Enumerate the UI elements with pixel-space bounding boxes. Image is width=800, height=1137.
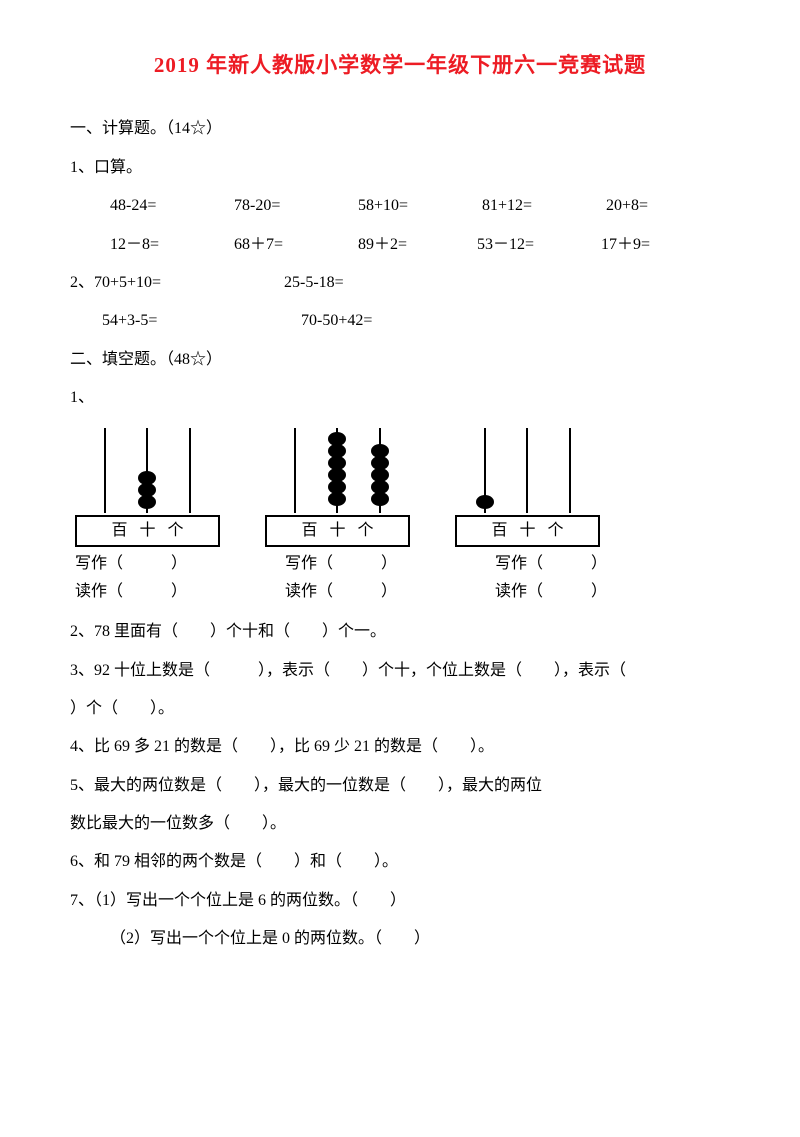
write-read-row: 写作（ ） 读作（ ） 写作（ ） 读作（ ） 写作（ ） 读作（ ）	[70, 550, 730, 608]
q6: 6、和 79 相邻的两个数是（ ）和（ ）。	[70, 843, 730, 881]
abacus-3: 百十个	[455, 423, 600, 547]
calc-item: 2、70+5+10=	[70, 264, 280, 302]
calc-row-2: 12－8= 68＋7= 89＋2= 53－12= 17＋9=	[70, 226, 730, 264]
q5b: 数比最大的一位数多（ ）。	[70, 805, 730, 843]
abacus-label: 百十个	[265, 515, 410, 547]
calc-row-3: 2、70+5+10= 25-5-18=	[70, 264, 730, 302]
calc-row-4: 54+3-5= 70-50+42=	[70, 302, 730, 340]
calc-row-1: 48-24= 78-20= 58+10= 81+12= 20+8=	[70, 187, 730, 225]
calc-item: 70-50+42=	[301, 302, 372, 340]
calc-item: 48-24=	[110, 187, 230, 225]
page-title: 2019 年新人教版小学数学一年级下册六一竞赛试题	[70, 40, 730, 90]
read-label: 读作（ ）	[75, 578, 255, 607]
q3b: ）个（ ）。	[70, 690, 730, 728]
write-read-1: 写作（ ） 读作（ ）	[75, 550, 255, 608]
q5: 5、最大的两位数是（ ），最大的一位数是（ ），最大的两位	[70, 767, 730, 805]
write-label: 写作（ ）	[495, 550, 675, 579]
write-label: 写作（ ）	[75, 550, 255, 579]
calc-item: 53－12=	[477, 226, 597, 264]
sub2-1: 1、	[70, 379, 730, 417]
q7: 7、（1）写出一个个位上是 6 的两位数。（ ）	[70, 882, 730, 920]
write-read-3: 写作（ ） 读作（ ）	[495, 550, 675, 608]
q2: 2、78 里面有（ ）个十和（ ）个一。	[70, 613, 730, 651]
calc-item: 25-5-18=	[284, 264, 344, 302]
calc-item: 54+3-5=	[102, 302, 297, 340]
calc-item: 81+12=	[482, 187, 602, 225]
calc-item: 58+10=	[358, 187, 478, 225]
abacus-1: 百十个	[75, 423, 220, 547]
calc-item: 17＋9=	[601, 226, 650, 264]
q3a: 3、92 十位上数是（ ），表示（ ）个十，个位上数是（ ），表示（	[70, 652, 730, 690]
write-read-2: 写作（ ） 读作（ ）	[285, 550, 465, 608]
read-label: 读作（ ）	[495, 578, 675, 607]
abacus-label: 百十个	[75, 515, 220, 547]
calc-item: 68＋7=	[234, 226, 354, 264]
abacus-2: 百十个	[265, 423, 410, 547]
q7b: （2）写出一个个位上是 0 的两位数。（ ）	[70, 920, 730, 958]
section2-header: 二、填空题。（48☆）	[70, 341, 730, 379]
section1-header: 一、计算题。（14☆）	[70, 110, 730, 148]
calc-item: 12－8=	[110, 226, 230, 264]
read-label: 读作（ ）	[285, 578, 465, 607]
abacus-row: 百十个 百十个 百十个	[70, 423, 730, 547]
calc-item: 89＋2=	[358, 226, 473, 264]
abacus-label: 百十个	[455, 515, 600, 547]
write-label: 写作（ ）	[285, 550, 465, 579]
calc-item: 20+8=	[606, 187, 648, 225]
sub1-1: 1、口算。	[70, 149, 730, 187]
calc-item: 78-20=	[234, 187, 354, 225]
q4: 4、比 69 多 21 的数是（ ），比 69 少 21 的数是（ ）。	[70, 728, 730, 766]
